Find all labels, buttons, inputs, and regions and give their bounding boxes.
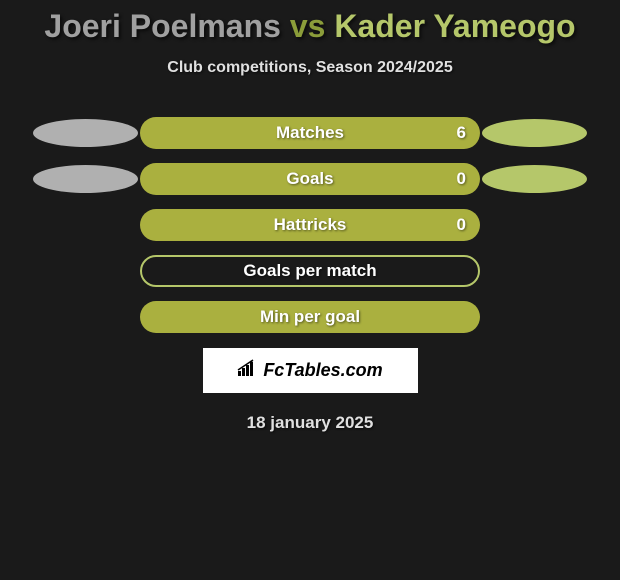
stat-value: 0 xyxy=(457,169,466,189)
player1-name: Joeri Poelmans xyxy=(44,8,281,44)
player2-ellipse xyxy=(482,211,587,239)
player1-ellipse xyxy=(33,257,138,285)
stat-value: 6 xyxy=(457,123,466,143)
player2-ellipse xyxy=(482,257,587,285)
stat-row: Goals per match xyxy=(10,255,610,287)
header: Joeri Poelmans vs Kader Yameogo Club com… xyxy=(0,0,620,77)
subtitle: Club competitions, Season 2024/2025 xyxy=(0,59,620,77)
logo-box: FcTables.com xyxy=(203,348,418,393)
player1-ellipse xyxy=(33,119,138,147)
stat-label: Goals per match xyxy=(243,261,376,281)
stat-bar: Hattricks 0 xyxy=(140,209,480,241)
stat-row: Min per goal xyxy=(10,301,610,333)
stat-label: Goals xyxy=(286,169,333,189)
stat-label: Min per goal xyxy=(260,307,360,327)
player1-ellipse xyxy=(33,165,138,193)
stat-bar: Matches 6 xyxy=(140,117,480,149)
stat-bar: Min per goal xyxy=(140,301,480,333)
logo-text: FcTables.com xyxy=(263,360,382,381)
page-title: Joeri Poelmans vs Kader Yameogo xyxy=(0,8,620,45)
stat-label: Matches xyxy=(276,123,344,143)
stats-container: Matches 6 Goals 0 Hattricks 0 Goals per match M… xyxy=(0,117,620,333)
vs-text: vs xyxy=(290,8,326,44)
player2-ellipse xyxy=(482,165,587,193)
player1-ellipse xyxy=(33,211,138,239)
player2-ellipse xyxy=(482,303,587,331)
stat-label: Hattricks xyxy=(274,215,347,235)
date-text: 18 january 2025 xyxy=(0,413,620,433)
chart-icon xyxy=(237,359,259,382)
stat-row: Hattricks 0 xyxy=(10,209,610,241)
stat-bar: Goals per match xyxy=(140,255,480,287)
stat-bar: Goals 0 xyxy=(140,163,480,195)
player1-ellipse xyxy=(33,303,138,331)
player2-name: Kader Yameogo xyxy=(334,8,575,44)
stat-value: 0 xyxy=(457,215,466,235)
stat-row: Goals 0 xyxy=(10,163,610,195)
stat-row: Matches 6 xyxy=(10,117,610,149)
player2-ellipse xyxy=(482,119,587,147)
